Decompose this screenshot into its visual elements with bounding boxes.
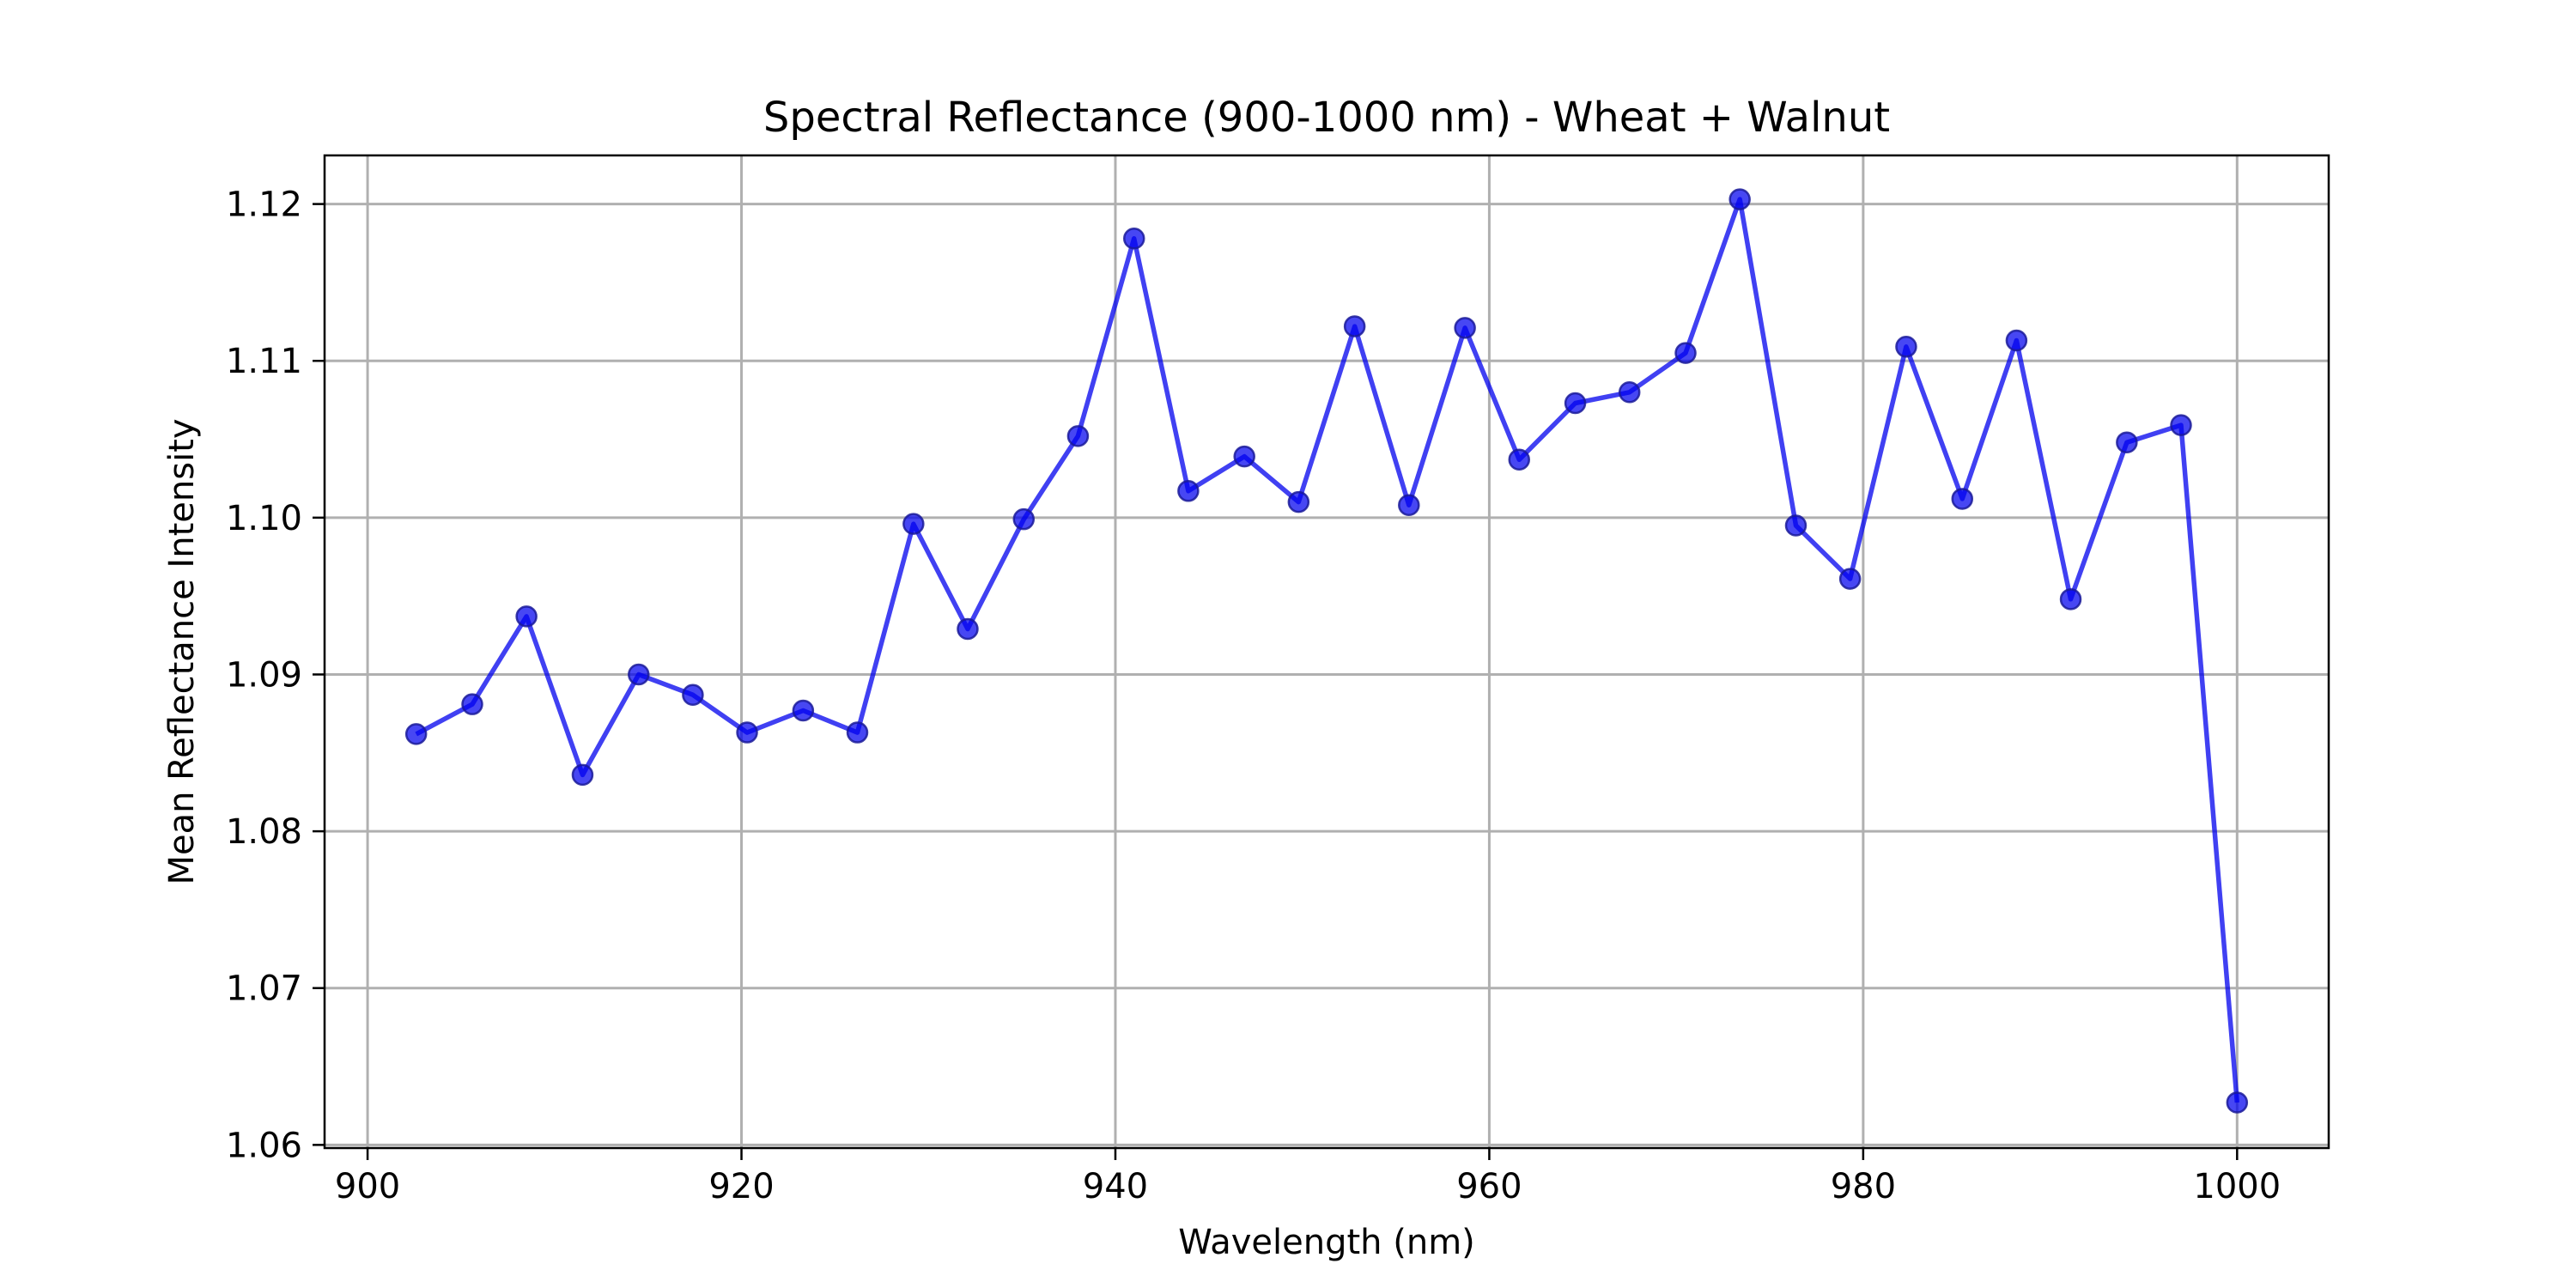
- data-point: [1508, 448, 1531, 471]
- data-point: [1287, 490, 1310, 513]
- data-point: [902, 513, 925, 535]
- x-tick-label: 980: [1831, 1167, 1896, 1206]
- grid: [325, 155, 2329, 1148]
- data-point: [2059, 588, 2082, 611]
- plot-frame: [323, 154, 2330, 1150]
- x-axis-label: Wavelength (nm): [1178, 1223, 1475, 1262]
- data-point: [957, 617, 979, 641]
- data-point: [1784, 514, 1807, 537]
- data-point: [1012, 507, 1036, 531]
- x-tick-label: 900: [335, 1167, 400, 1206]
- data-point: [1454, 317, 1476, 339]
- x-axis-ticks: 900 920 940 960 980 1000: [335, 1148, 2281, 1206]
- y-tick-label: 1.07: [226, 969, 302, 1009]
- data-point: [2005, 329, 2028, 352]
- data-point: [515, 605, 538, 628]
- y-tick-label: 1.11: [226, 342, 302, 381]
- data-point: [404, 723, 428, 745]
- data-point: [461, 693, 483, 715]
- y-axis-label: Mean Reflectance Intensity: [162, 418, 202, 884]
- y-tick-label: 1.10: [226, 499, 302, 538]
- y-tick-label: 1.08: [226, 812, 302, 852]
- data-point: [2226, 1091, 2249, 1114]
- data-point: [2170, 414, 2192, 436]
- data-point: [1177, 480, 1200, 502]
- data-point: [1728, 188, 1751, 210]
- y-tick-label: 1.06: [226, 1126, 302, 1165]
- data-point: [571, 763, 594, 787]
- series-line: [415, 197, 2240, 1103]
- x-tick-label: 920: [708, 1167, 774, 1206]
- data-point: [1564, 392, 1587, 415]
- data-point: [792, 699, 815, 722]
- chart-title: Spectral Reflectance (900-1000 nm) - Whe…: [763, 94, 1890, 142]
- x-tick-label: 940: [1083, 1167, 1148, 1206]
- data-point: [1951, 488, 1974, 510]
- data-point: [1066, 425, 1090, 447]
- data-point: [1233, 445, 1255, 468]
- x-tick-label: 1000: [2193, 1167, 2281, 1206]
- y-tick-label: 1.12: [226, 185, 302, 225]
- data-point: [1122, 228, 1145, 250]
- data-point: [1618, 381, 1641, 404]
- data-point: [1838, 568, 1862, 590]
- x-tick-label: 960: [1456, 1167, 1522, 1206]
- y-tick-label: 1.09: [226, 655, 302, 695]
- data-points: [404, 188, 2249, 1114]
- y-axis-ticks: 1.06 1.07 1.08 1.09 1.10 1.11 1.12: [226, 185, 325, 1165]
- series-line-layer: [415, 197, 2240, 1103]
- data-point: [682, 683, 704, 706]
- data-point: [1895, 336, 1917, 358]
- data-point: [2116, 431, 2138, 453]
- data-point: [1398, 494, 1420, 516]
- data-point: [846, 721, 869, 744]
- data-point: [1674, 342, 1697, 364]
- data-point: [736, 721, 758, 744]
- data-point: [1343, 315, 1366, 337]
- data-point: [628, 663, 650, 686]
